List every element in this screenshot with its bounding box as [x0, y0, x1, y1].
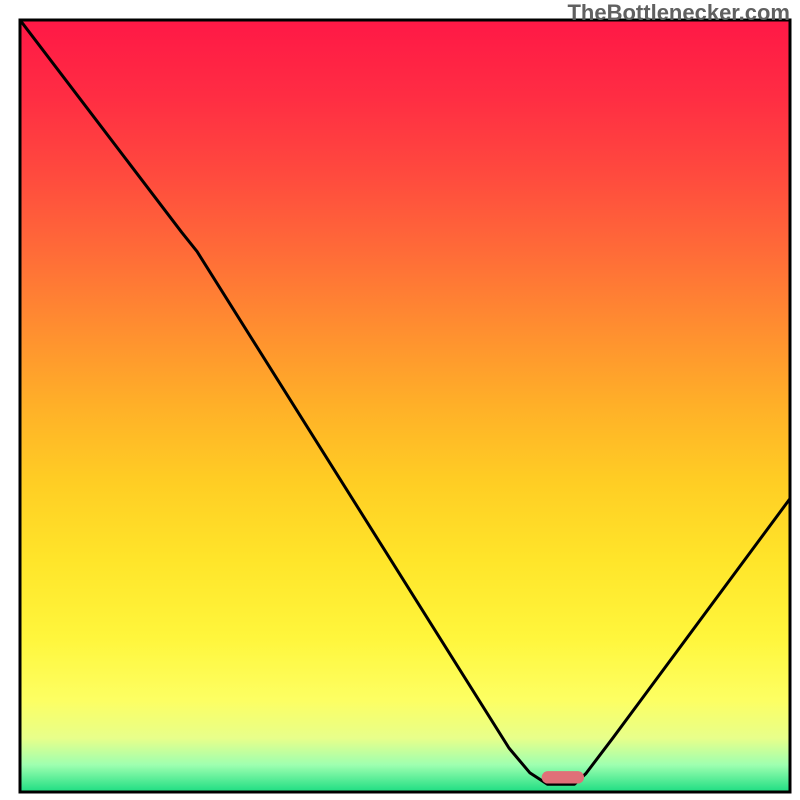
- bottleneck-chart: TheBottlenecker.com: [0, 0, 800, 800]
- watermark-label: TheBottlenecker.com: [567, 0, 790, 26]
- chart-svg: [0, 0, 800, 800]
- optimal-marker: [542, 771, 584, 783]
- plot-background: [20, 20, 790, 792]
